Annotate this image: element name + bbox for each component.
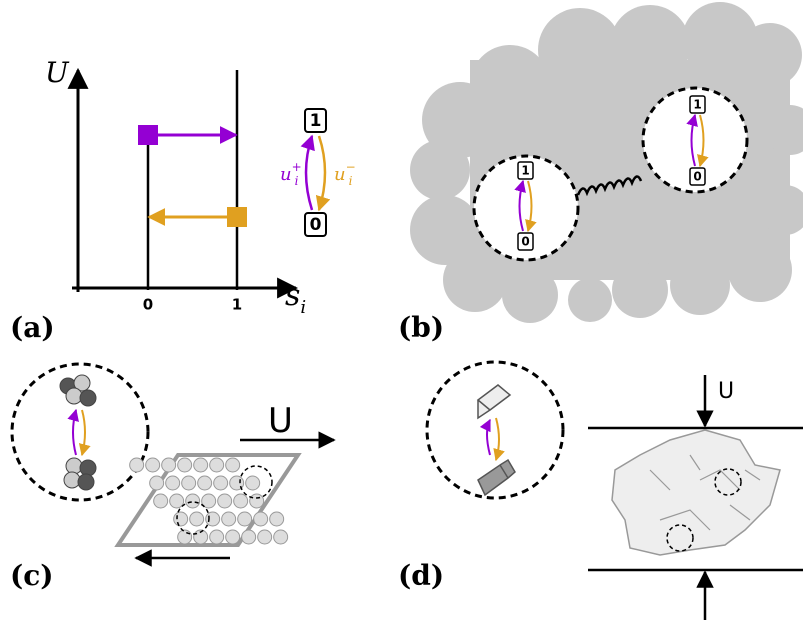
state-label: 0 bbox=[521, 235, 529, 249]
field-label: U bbox=[718, 379, 734, 404]
panel-label: (b) bbox=[398, 311, 444, 344]
grain bbox=[178, 458, 192, 472]
grain bbox=[130, 458, 144, 472]
rate-sup: + bbox=[292, 160, 302, 174]
grain bbox=[270, 512, 284, 526]
rate-arrow bbox=[306, 136, 312, 210]
grain bbox=[182, 476, 196, 490]
state-label: 0 bbox=[693, 170, 701, 184]
x-tick-label: 1 bbox=[232, 296, 242, 314]
grain bbox=[174, 512, 188, 526]
x-axis-label: si bbox=[285, 278, 306, 318]
grain bbox=[146, 458, 160, 472]
grain bbox=[206, 512, 220, 526]
panel-label: (c) bbox=[10, 559, 54, 592]
rate-sup: − bbox=[346, 160, 356, 174]
panel-b: 1 0 1 0 (b) bbox=[398, 2, 803, 344]
grain bbox=[234, 494, 248, 508]
grain bbox=[170, 494, 184, 508]
grain bbox=[254, 512, 268, 526]
state-label: 1 bbox=[693, 98, 701, 112]
grain bbox=[166, 476, 180, 490]
rate-base: u bbox=[334, 164, 346, 185]
grain bbox=[214, 476, 228, 490]
cloud bbox=[410, 2, 803, 323]
grain bbox=[226, 458, 240, 472]
state-label: 1 bbox=[521, 164, 529, 178]
grain bbox=[210, 530, 224, 544]
rate-sub: i bbox=[295, 174, 299, 188]
grain bbox=[226, 530, 240, 544]
grain bbox=[162, 458, 176, 472]
grain bbox=[150, 476, 164, 490]
grain bbox=[194, 458, 208, 472]
grain bbox=[246, 476, 260, 490]
grain bbox=[186, 494, 200, 508]
rate-arrow bbox=[319, 136, 325, 210]
rate-base: u bbox=[280, 164, 292, 185]
marker bbox=[138, 125, 158, 145]
state-label: 0 bbox=[310, 215, 322, 235]
x-axis-sub: i bbox=[300, 297, 306, 318]
grain bbox=[258, 530, 272, 544]
grain bbox=[274, 530, 288, 544]
crumpled-sheet bbox=[612, 430, 780, 555]
panel-label: (d) bbox=[398, 559, 444, 592]
figure: U si 0 1 1 0 u+i u−i (a) 1 0 bbox=[0, 0, 803, 622]
field-label: U bbox=[268, 401, 293, 441]
state-label: 1 bbox=[310, 111, 322, 131]
grain bbox=[210, 458, 224, 472]
grain bbox=[242, 530, 256, 544]
panel-d: U (d) bbox=[398, 362, 803, 620]
x-axis-base: s bbox=[285, 278, 300, 313]
grain bbox=[154, 494, 168, 508]
grain bbox=[250, 494, 264, 508]
grain bbox=[222, 512, 236, 526]
grain bbox=[218, 494, 232, 508]
x-tick-label: 0 bbox=[143, 296, 153, 314]
rate-label: u+i bbox=[280, 160, 302, 188]
panel-c: U (c) bbox=[10, 364, 334, 592]
panel-a: U si 0 1 1 0 u+i u−i (a) bbox=[10, 56, 356, 344]
grain bbox=[238, 512, 252, 526]
rate-label: u−i bbox=[334, 160, 356, 188]
grain bbox=[198, 476, 212, 490]
rate-sub: i bbox=[349, 174, 353, 188]
panel-label: (a) bbox=[10, 311, 55, 344]
y-axis-label: U bbox=[45, 56, 70, 89]
grain bbox=[178, 530, 192, 544]
marker bbox=[227, 207, 247, 227]
grain bbox=[190, 512, 204, 526]
